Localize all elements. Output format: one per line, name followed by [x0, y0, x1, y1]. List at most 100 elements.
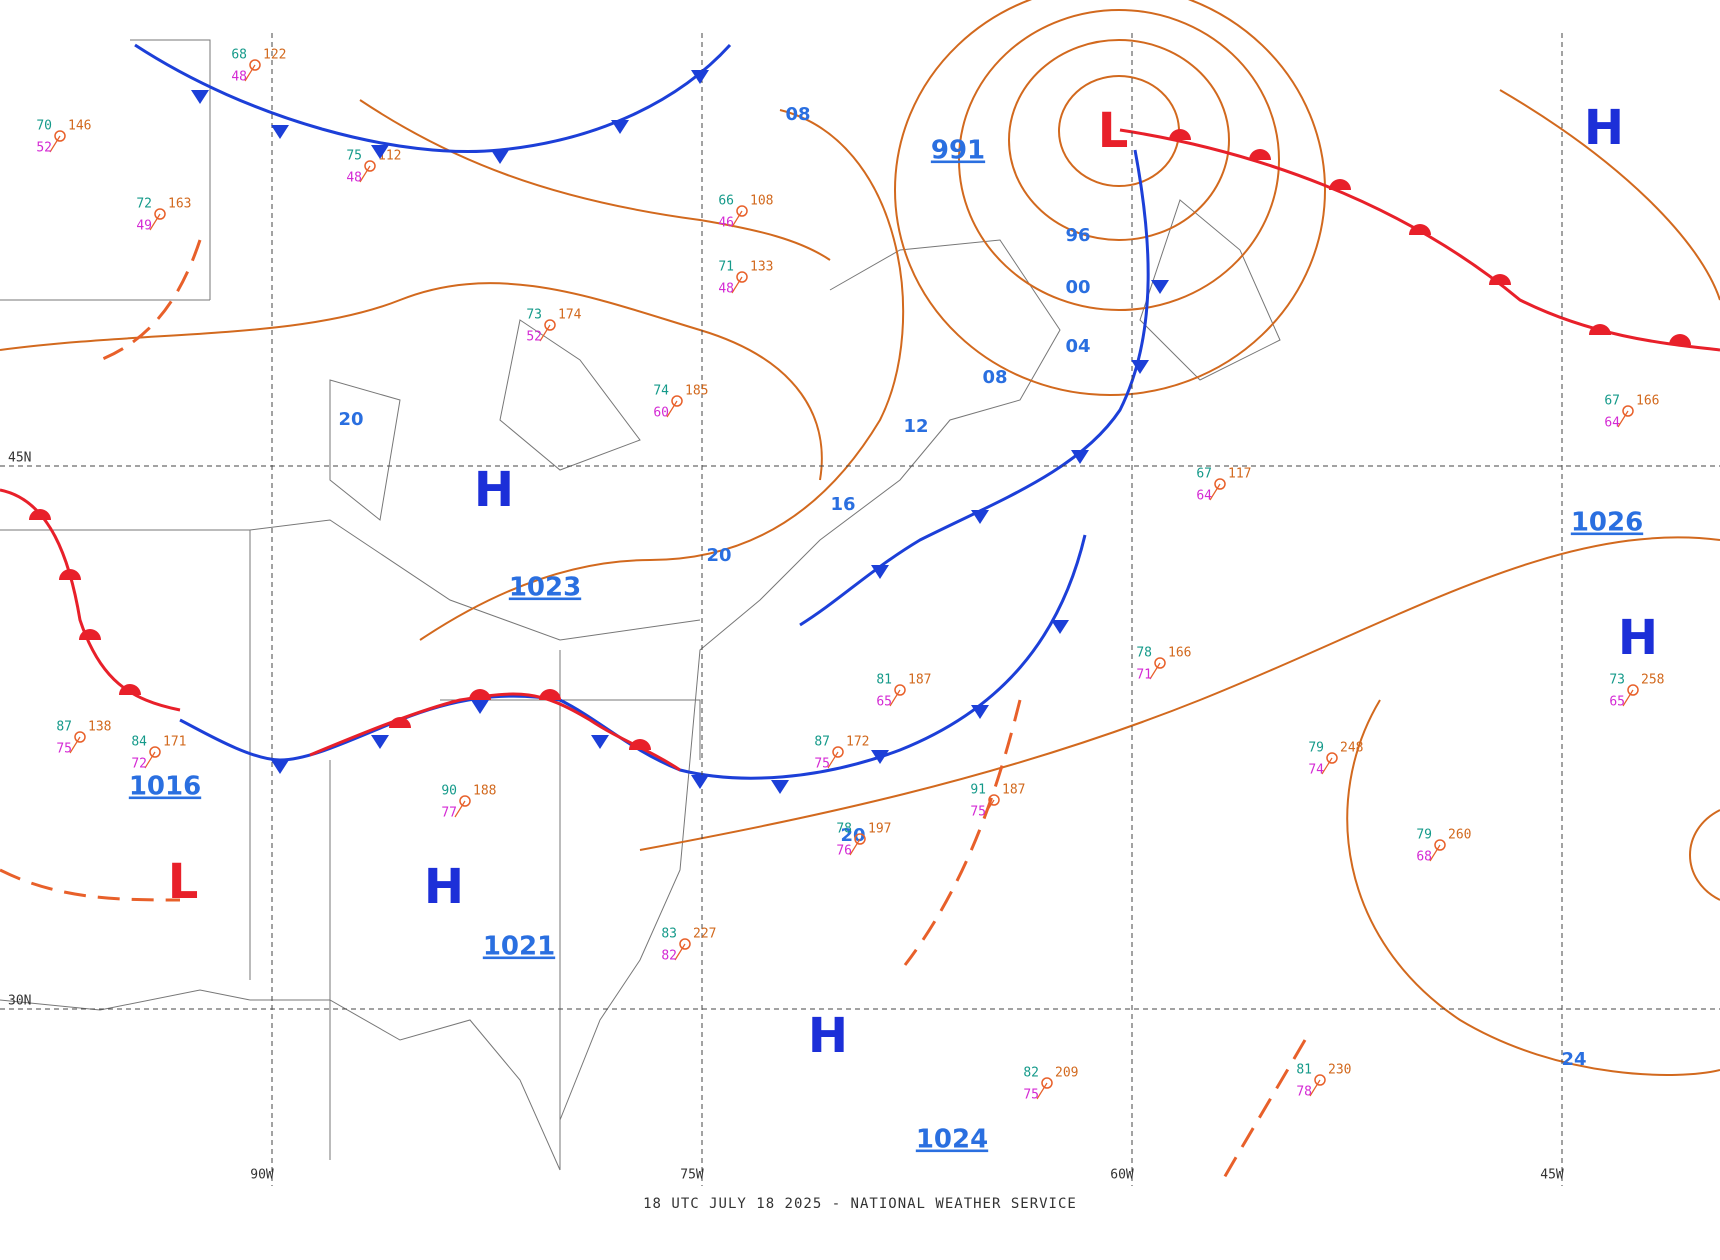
dewpoint: 48: [231, 70, 247, 85]
cold-front-pip: [371, 735, 389, 749]
station-circle: [1434, 839, 1446, 851]
temperature: 87: [56, 720, 72, 735]
wind-barb: [149, 213, 161, 231]
station-circle: [1314, 1074, 1326, 1086]
isobar-label: 96: [1065, 225, 1090, 246]
station-circle: [1154, 657, 1166, 669]
cold-front-pip: [271, 125, 289, 139]
sea-level-pressure: 172: [846, 735, 869, 750]
map-area: [0, 33, 1720, 1186]
pressure-center: H: [474, 462, 514, 518]
dewpoint: 65: [1609, 695, 1625, 710]
station-plot: 71 48 133: [718, 260, 773, 297]
temperature: 87: [814, 735, 830, 750]
isobar-label: 20: [706, 545, 731, 566]
warm-front-pip: [1329, 179, 1351, 190]
labels: 90W 75W 60W 45W 45N 30N H 1023 H 1021 H 1024 H 1026 H L…: [0, 33, 1720, 1186]
station-circle: [149, 746, 161, 758]
central-pressure: 1024: [916, 1125, 988, 1155]
station-circle: [1326, 752, 1338, 764]
station-circle: [679, 938, 691, 950]
wind-barb: [889, 689, 901, 707]
station-plot: 70 52 146: [36, 119, 91, 156]
wind-barb: [359, 165, 371, 183]
temperature: 91: [970, 783, 986, 798]
sea-level-pressure: 197: [868, 822, 891, 837]
pressure-center: H: [1618, 610, 1658, 666]
station-plot: 67 64 117: [1196, 467, 1251, 504]
station-circle: [54, 130, 66, 142]
wind-barb: [1617, 410, 1629, 428]
dewpoint: 75: [1023, 1088, 1039, 1103]
sea-level-pressure: 185: [685, 384, 708, 399]
wind-barb: [1209, 483, 1221, 501]
sea-level-pressure: 258: [1641, 673, 1664, 688]
sea-level-pressure: 248: [1340, 741, 1363, 756]
warm-front-pip: [469, 689, 491, 700]
station-plot: 73 65 258: [1609, 673, 1664, 710]
sea-level-pressure: 174: [558, 308, 582, 323]
pressure-center: L: [1098, 103, 1129, 159]
station-circle: [671, 395, 683, 407]
temperature: 68: [231, 48, 247, 63]
wind-barb: [244, 64, 256, 82]
dewpoint: 76: [836, 844, 852, 859]
station-circle: [249, 59, 261, 71]
station-plot: 87 75 138: [56, 720, 111, 757]
dewpoint: 71: [1136, 668, 1152, 683]
station-plot: 79 74 248: [1308, 741, 1363, 778]
cold-front-pip: [871, 565, 889, 579]
wind-barb: [674, 943, 686, 961]
isobar-label: 08: [785, 104, 810, 125]
dewpoint: 75: [970, 805, 986, 820]
station-plot: 68 48 122: [231, 48, 286, 85]
dewpoint: 60: [653, 406, 669, 421]
pressure-center: H: [1584, 100, 1624, 156]
pressure-center: L: [168, 854, 199, 910]
dewpoint: 64: [1604, 416, 1620, 431]
wind-barb: [666, 400, 678, 418]
dewpoint: 52: [36, 141, 52, 156]
central-pressure: 1023: [509, 573, 581, 603]
station-plot: 82 75 209: [1023, 1066, 1078, 1103]
footer: 18 UTC JULY 18 2025 - NATIONAL WEATHER S…: [643, 1196, 1077, 1212]
warm-front-pip: [1409, 224, 1431, 235]
station-circle: [364, 160, 376, 172]
central-pressure: 1021: [483, 932, 555, 962]
station-circle: [154, 208, 166, 220]
temperature: 84: [131, 735, 147, 750]
sea-level-pressure: 166: [1168, 646, 1191, 661]
sea-level-pressure: 163: [168, 197, 191, 212]
cold-front-pip: [971, 510, 989, 524]
temperature: 78: [836, 822, 852, 837]
wind-barb: [731, 210, 743, 228]
central-pressure: 991: [931, 136, 985, 166]
station-circle: [736, 205, 748, 217]
station-plot: 73 52 174: [526, 308, 581, 345]
temperature: 67: [1604, 394, 1620, 409]
station-circle: [459, 795, 471, 807]
latitude-label: 45N: [8, 451, 31, 466]
cold-front-pip: [471, 700, 489, 714]
wind-barb: [1321, 757, 1333, 775]
station-circle: [1041, 1077, 1053, 1089]
isobar-label: 24: [1561, 1049, 1586, 1070]
dewpoint: 68: [1416, 850, 1432, 865]
wind-barb: [1309, 1079, 1321, 1097]
station-circle: [1214, 478, 1226, 490]
isobar-label: 00: [1065, 277, 1090, 298]
station-circle: [894, 684, 906, 696]
wind-barb: [1149, 662, 1161, 680]
station-plot: 67 64 166: [1604, 394, 1659, 431]
sea-level-pressure: 187: [1002, 783, 1025, 798]
central-pressure: 1026: [1571, 508, 1643, 538]
station-circle: [1627, 684, 1639, 696]
sea-level-pressure: 117: [1228, 467, 1251, 482]
warm-front-pip: [1249, 149, 1271, 160]
cold-front-pip: [771, 780, 789, 794]
temperature: 73: [1609, 673, 1625, 688]
station-circle: [1622, 405, 1634, 417]
wind-barb: [731, 276, 743, 294]
wind-barb: [539, 324, 551, 342]
cold-front-pip: [591, 735, 609, 749]
